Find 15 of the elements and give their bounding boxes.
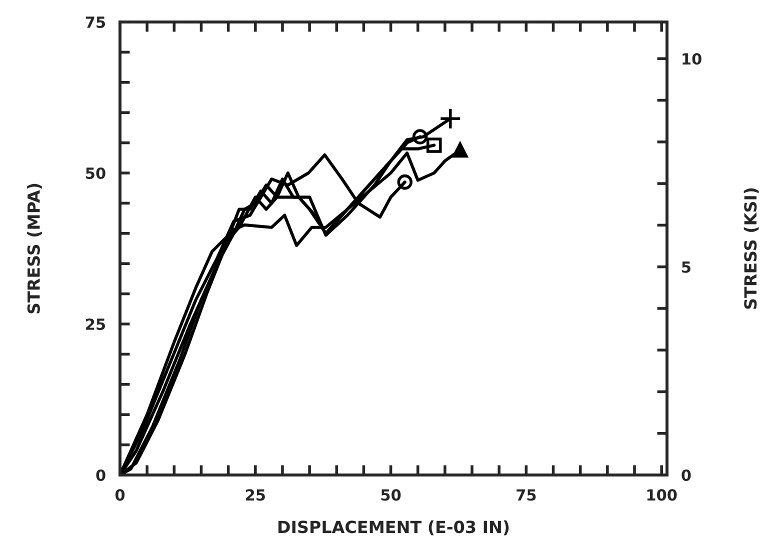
y-tick-label: 0 (96, 469, 106, 482)
y2-tick-label: 5 (682, 261, 690, 273)
y-tick-label: 25 (86, 318, 106, 330)
y-tick-label: 75 (86, 16, 106, 28)
x-tick-label: 75 (516, 489, 536, 501)
x-tick-label: 0 (115, 489, 125, 501)
x-tick-label: 25 (246, 489, 265, 501)
y2-tick-label: 10 (682, 53, 702, 65)
x-tick-label: 50 (381, 489, 401, 501)
y-tick-label: 50 (86, 167, 106, 180)
y2-tick-label: 0 (682, 469, 691, 482)
y-axis-title: STRESS (MPA) (27, 184, 42, 314)
x-tick-label: 100 (647, 489, 677, 501)
x-axis-title: DISPLACEMENT (E-03 IN) (278, 520, 509, 536)
y2-axis-title: STRESS (KSI) (744, 188, 759, 309)
